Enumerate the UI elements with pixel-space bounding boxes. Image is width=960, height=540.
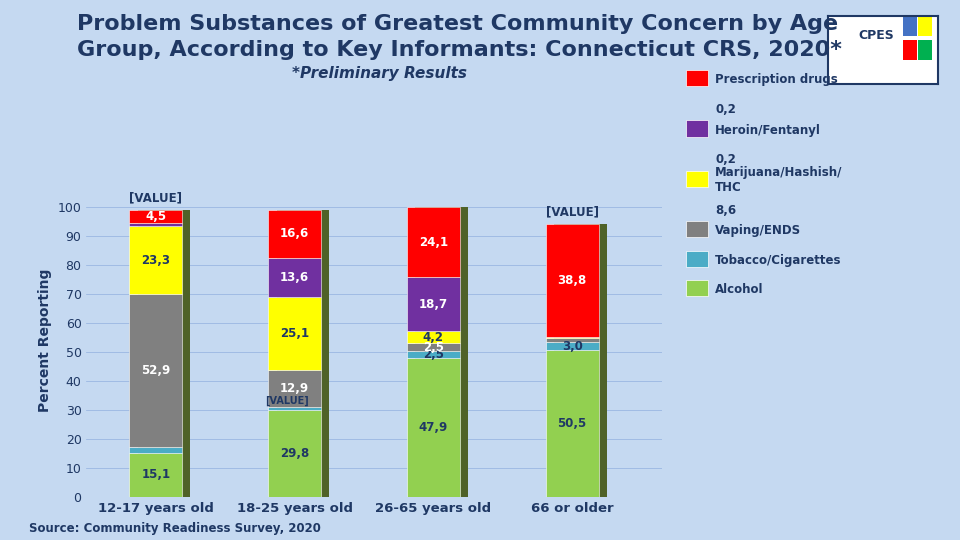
- Text: Problem Substances of Greatest Community Concern by Age: Problem Substances of Greatest Community…: [77, 14, 838, 33]
- Text: 4,5: 4,5: [145, 210, 166, 224]
- Text: Alcohol: Alcohol: [715, 284, 764, 296]
- Bar: [130, 226, 182, 294]
- Text: Heroin/Fentanyl: Heroin/Fentanyl: [715, 124, 821, 137]
- Bar: [546, 350, 598, 497]
- Text: 15,1: 15,1: [141, 468, 170, 481]
- Bar: [918, 40, 932, 60]
- Bar: [546, 342, 598, 350]
- Text: *Preliminary Results: *Preliminary Results: [292, 66, 467, 82]
- Bar: [407, 350, 460, 358]
- Bar: [416, 207, 468, 497]
- Bar: [407, 358, 460, 497]
- Bar: [918, 16, 932, 37]
- Text: 50,5: 50,5: [558, 417, 587, 430]
- Text: 18,7: 18,7: [419, 298, 448, 310]
- Y-axis label: Percent Reporting: Percent Reporting: [38, 268, 52, 412]
- Bar: [902, 40, 917, 60]
- Bar: [554, 224, 607, 497]
- Bar: [407, 207, 460, 277]
- Bar: [407, 343, 460, 350]
- Bar: [407, 331, 460, 343]
- Text: 52,9: 52,9: [141, 364, 171, 377]
- Text: Vaping/ENDS: Vaping/ENDS: [715, 224, 802, 237]
- Bar: [130, 224, 182, 226]
- Text: 2,5: 2,5: [423, 341, 444, 354]
- Text: [VALUE]: [VALUE]: [545, 205, 599, 218]
- Bar: [546, 337, 598, 338]
- Bar: [130, 210, 182, 224]
- Bar: [546, 224, 598, 337]
- Bar: [268, 408, 321, 410]
- Text: 24,1: 24,1: [419, 235, 448, 248]
- Bar: [902, 16, 917, 37]
- Text: Prescription drugs: Prescription drugs: [715, 73, 838, 86]
- Bar: [276, 210, 329, 497]
- Text: CPES: CPES: [858, 29, 894, 42]
- Text: 23,3: 23,3: [141, 253, 170, 267]
- Text: [VALUE]: [VALUE]: [130, 192, 182, 205]
- Bar: [268, 370, 321, 408]
- Text: Marijuana/Hashish/
THC: Marijuana/Hashish/ THC: [715, 166, 843, 194]
- Bar: [137, 210, 190, 497]
- Text: 47,9: 47,9: [419, 421, 448, 434]
- Text: 2,5: 2,5: [423, 348, 444, 361]
- Text: 0,2: 0,2: [715, 153, 736, 166]
- Bar: [407, 277, 460, 331]
- Text: 4,2: 4,2: [423, 331, 444, 344]
- Bar: [546, 338, 598, 342]
- Text: 38,8: 38,8: [558, 274, 587, 287]
- Text: Source: Community Readiness Survey, 2020: Source: Community Readiness Survey, 2020: [29, 522, 321, 535]
- Bar: [268, 258, 321, 298]
- Text: 13,6: 13,6: [280, 271, 309, 284]
- Bar: [268, 298, 321, 370]
- Bar: [130, 453, 182, 497]
- Text: 3,0: 3,0: [562, 340, 583, 353]
- Text: 8,6: 8,6: [715, 204, 736, 217]
- Text: Group, According to Key Informants: Connecticut CRS, 2020*: Group, According to Key Informants: Conn…: [77, 40, 842, 60]
- Bar: [130, 294, 182, 447]
- Text: [VALUE]: [VALUE]: [266, 396, 309, 406]
- Bar: [130, 447, 182, 453]
- Text: 16,6: 16,6: [280, 227, 309, 240]
- Text: 25,1: 25,1: [280, 327, 309, 340]
- Text: 0,2: 0,2: [715, 103, 736, 116]
- Text: Tobacco/Cigarettes: Tobacco/Cigarettes: [715, 254, 842, 267]
- Bar: [268, 210, 321, 258]
- Bar: [268, 410, 321, 497]
- Text: 29,8: 29,8: [280, 447, 309, 460]
- Text: 12,9: 12,9: [280, 382, 309, 395]
